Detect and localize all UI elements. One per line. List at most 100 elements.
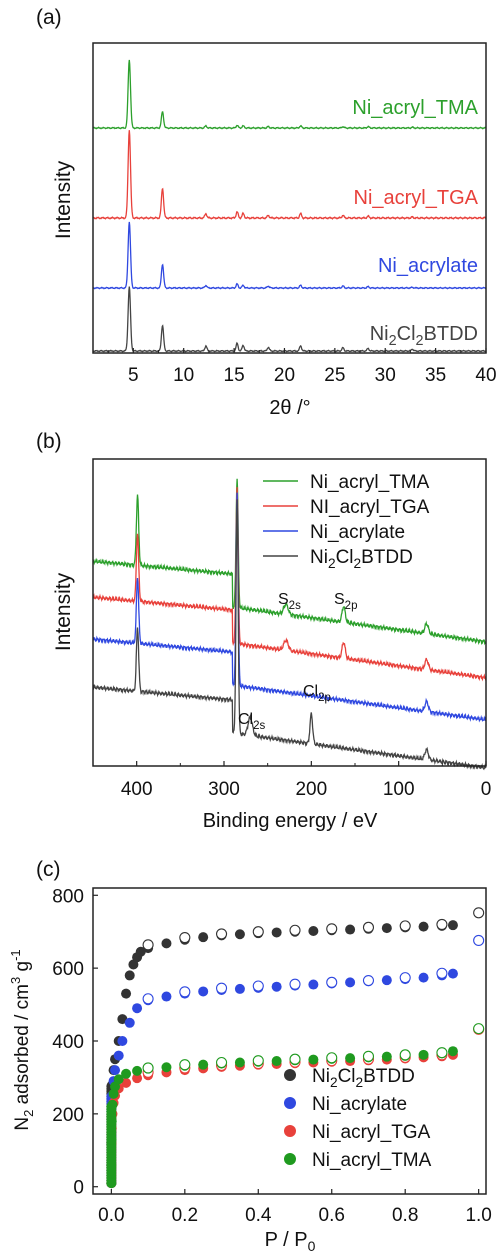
iso-x-tick-label-5: 1.0 [465,1205,491,1226]
panel-a-y-label: Intensity [52,160,75,239]
panel-c-frame [92,887,487,1195]
ads-point [447,920,458,931]
xps-tick-label-4: 0 [481,779,492,800]
iso-legend-marker-3 [284,1153,296,1165]
des-point [436,1047,448,1059]
ads-point [345,924,356,935]
ads-point [113,1050,124,1061]
ads-point [308,979,319,990]
xps-annotation-0: S2s [278,591,301,612]
des-point [289,924,301,936]
iso-y-tick-label-2: 400 [52,1032,84,1053]
panel-c-ticks: 0.0 0.2 0.4 0.6 0.8 1.0 0 200 400 600 800 [52,886,492,1226]
iso-legend-label-2: Ni_acryl_TGA [312,1122,431,1143]
isotherm-series-0 [106,907,485,1189]
xps-legend-label-0: Ni_acryl_TMA [310,472,430,493]
xps-trace-2 [92,492,487,723]
des-point [326,976,338,988]
ads-point [106,1116,117,1127]
ads-point [132,1065,143,1076]
iso-x-tick-label-3: 0.6 [319,1205,345,1226]
panel-b-y-label: Intensity [52,572,75,651]
xrd-tick-label-4: 25 [324,365,345,386]
ads-point [381,1051,392,1062]
panel-a-x-label: 2θ /° [269,397,310,419]
des-point [142,939,154,951]
iso-legend-label-3: Ni_acryl_TMA [312,1150,432,1171]
panel-a-tag: (a) [36,6,62,29]
des-point [473,934,485,947]
svg-text:N2 adsorbed / cm3 g-1: N2 adsorbed / cm3 g-1 [8,949,36,1130]
des-point [399,1049,411,1061]
xrd-tick-label-0: 5 [128,365,139,386]
des-point [179,931,191,944]
isotherm-series-3 [106,1023,485,1189]
iso-legend-marker-1 [284,1097,296,1109]
ads-point [161,991,172,1002]
ads-point [106,1159,117,1170]
xps-annotation-3: Cl2p [303,683,331,704]
ads-point [418,1049,429,1060]
panel-b-frame [92,458,487,767]
ads-point [234,983,245,994]
iso-x-tick-label-0: 0.0 [98,1205,124,1226]
ads-point [106,1178,117,1189]
ads-point [234,1057,245,1068]
ads-point [198,932,209,943]
panel-b-x-label: Binding energy / eV [203,810,378,832]
des-point [252,980,264,992]
xrd-label-1: Ni_acryl_TGA [354,187,479,209]
ads-point [132,1073,143,1084]
xps-legend-label-2: Ni_acrylate [310,522,405,543]
xps-trace-3 [92,499,487,771]
des-point [142,993,154,1005]
des-point [436,967,448,979]
des-point [142,1062,154,1074]
iso-y-tick-label-4: 800 [52,886,84,907]
ads-point [107,1099,118,1110]
ads-point [234,929,245,940]
panel-a-x-ticks: 5 10 15 20 25 30 35 40 [107,348,497,386]
ads-point [447,968,458,979]
xps-tick-label-1: 300 [208,779,240,800]
ads-point [381,975,392,986]
iso-legend-label-1: Ni_acrylate [312,1094,407,1115]
panel-a: (a) 5 10 15 20 25 30 35 40 2θ /° Intensity Ni_a… [36,6,497,419]
panel-b: (b) 400 300 200 100 0 Binding energy / eV In… [36,430,491,832]
des-point [216,928,228,940]
des-point [289,978,301,990]
ads-point [124,1017,135,1028]
panel-a-frame [92,42,487,354]
panel-c-x-label: P / P0 [265,1229,316,1253]
ads-point [271,927,282,938]
des-point [399,920,411,932]
ads-point [271,981,282,992]
ads-point [110,1065,121,1076]
iso-legend-label-0: Ni2Cl2BTDD [312,1066,415,1090]
xrd-trace-1 [92,130,487,220]
panel-c-legend: Ni2Cl2BTDD Ni_acrylate Ni_acryl_TGA Ni_acry… [284,1066,432,1171]
des-point [362,974,375,987]
des-point [179,986,191,998]
xrd-label-2: Ni_acrylate [378,255,478,277]
ads-point [124,970,135,981]
ads-point [418,972,429,983]
iso-x-tick-label-1: 0.2 [172,1205,198,1226]
panel-b-plot-area [92,478,487,771]
xrd-label-3: Ni2Cl2BTDD [370,323,478,349]
xrd-tick-label-1: 10 [173,365,194,386]
des-point [289,1053,301,1065]
ads-point [308,1054,319,1065]
xrd-trace-0 [92,59,487,130]
ads-point [381,923,392,934]
des-point [216,982,228,994]
des-point [436,918,448,930]
iso-legend-marker-0 [284,1069,296,1081]
ads-point [106,1134,117,1145]
xps-annotation-2: Cl2s [238,711,266,732]
ads-point [418,921,429,932]
iso-y-tick-label-0: 0 [73,1178,84,1199]
des-point [326,923,338,935]
des-point [252,926,264,938]
